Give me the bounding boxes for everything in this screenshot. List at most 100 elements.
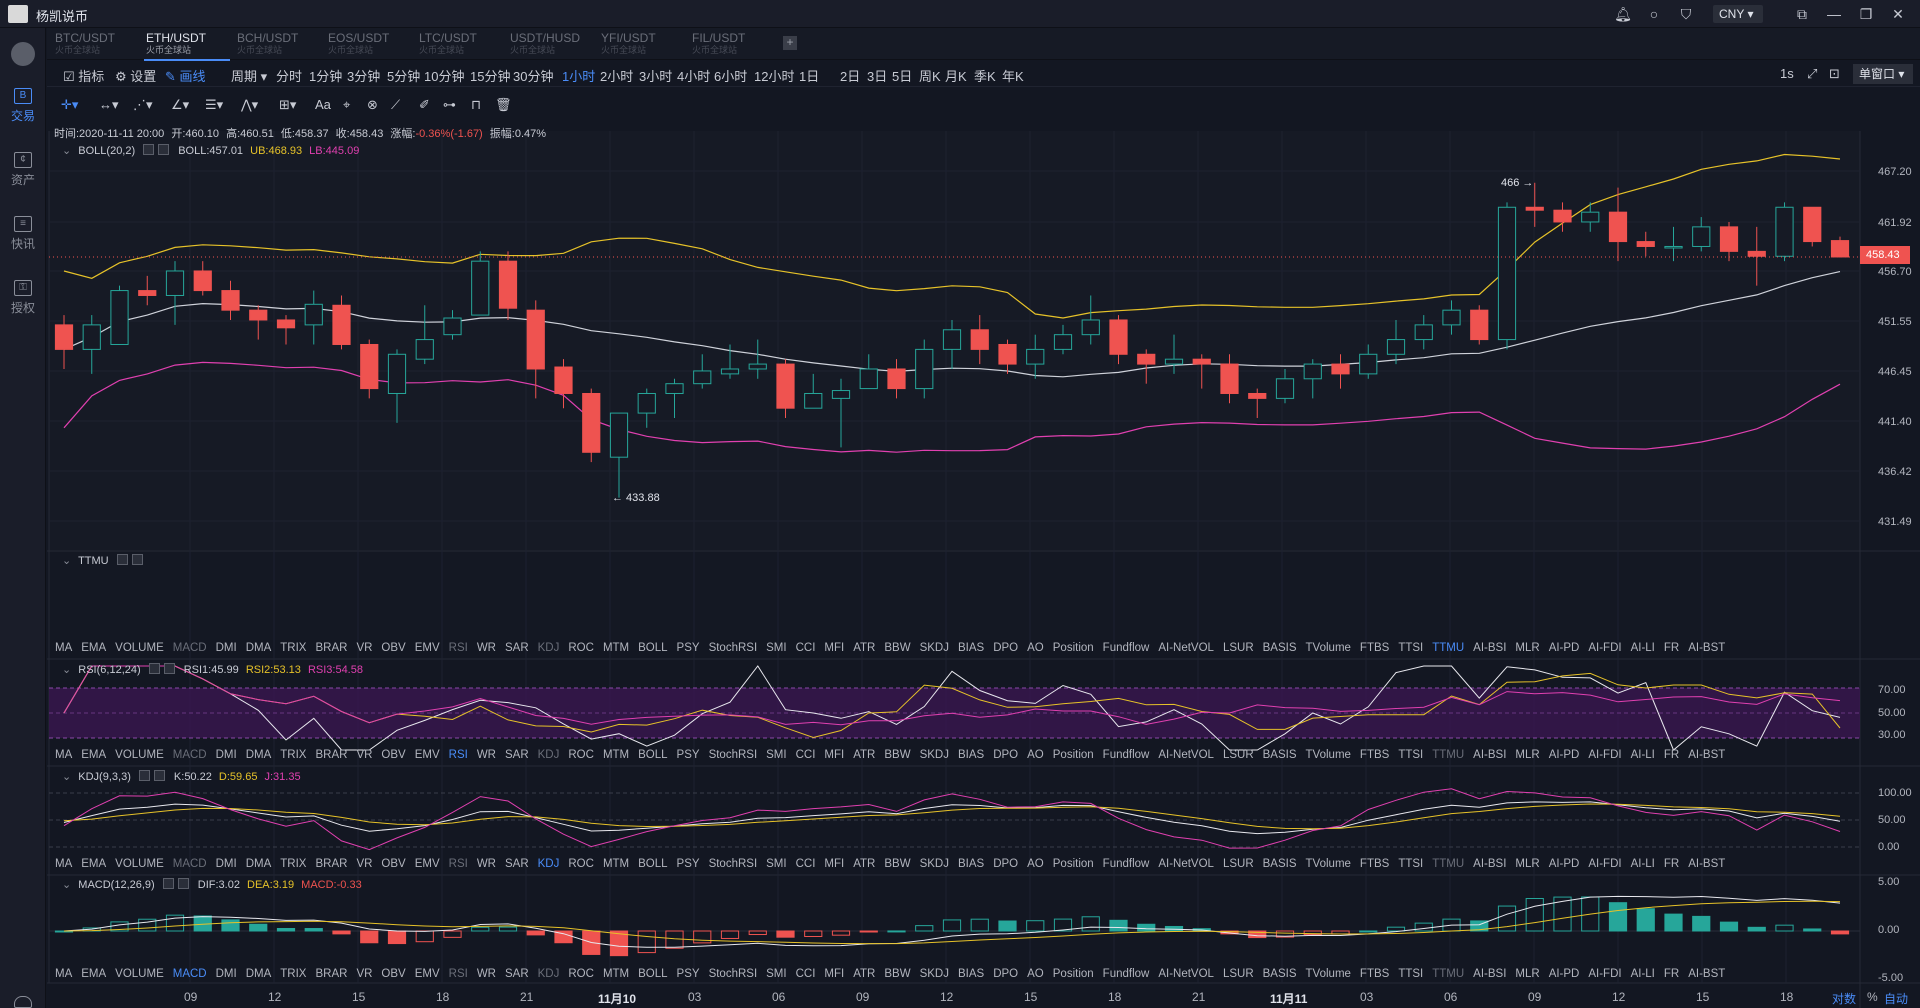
pair-tab[interactable]: ETH/USDT 火币全球站 bbox=[144, 31, 234, 61]
indicator-option[interactable]: AI-NetVOL bbox=[1158, 968, 1214, 980]
period-option[interactable]: 6小时 bbox=[714, 69, 748, 84]
indicator-option[interactable]: ROC bbox=[568, 642, 594, 654]
indicator-option[interactable]: EMA bbox=[81, 968, 107, 980]
period-option[interactable]: 周K bbox=[919, 69, 941, 84]
indicator-option[interactable]: MTM bbox=[602, 968, 630, 980]
lock-icon[interactable]: ⊓ bbox=[471, 97, 482, 112]
fib-icon[interactable]: ☰▾ bbox=[205, 97, 224, 112]
indicator-option[interactable]: OBV bbox=[381, 968, 406, 980]
indicator-option[interactable]: BASIS bbox=[1262, 968, 1297, 980]
pair-tab[interactable]: FIL/USDT 火币全球站 bbox=[692, 31, 780, 59]
indicator-option[interactable]: AO bbox=[1027, 858, 1044, 870]
indicator-option[interactable]: CCI bbox=[795, 858, 816, 870]
collapse-icon[interactable]: ⌄ bbox=[62, 555, 72, 567]
indicator-option[interactable]: TVolume bbox=[1305, 749, 1351, 761]
period-option[interactable]: 4小时 bbox=[677, 69, 711, 84]
indicator-option[interactable]: EMA bbox=[81, 642, 107, 654]
indicator-option[interactable]: BBW bbox=[884, 749, 911, 761]
indicator-option[interactable]: AI-FDI bbox=[1588, 968, 1622, 980]
indicator-option[interactable]: MACD bbox=[172, 858, 207, 870]
period-option[interactable]: 15分钟 bbox=[470, 69, 511, 84]
indicator-option[interactable]: KDJ bbox=[537, 968, 560, 980]
collapse-icon[interactable]: ⌄ bbox=[62, 771, 72, 783]
indicator-option[interactable]: PSY bbox=[676, 642, 700, 654]
indicator-option[interactable]: AI-NetVOL bbox=[1158, 749, 1214, 761]
indicator-option[interactable]: KDJ bbox=[537, 858, 560, 870]
indicator-option[interactable]: AO bbox=[1027, 642, 1044, 654]
indicator-option[interactable]: AI-FDI bbox=[1588, 858, 1622, 870]
indicator-option[interactable]: AI-LI bbox=[1630, 749, 1655, 761]
indicator-option[interactable]: TVolume bbox=[1305, 968, 1351, 980]
indicator-option[interactable]: RSI bbox=[448, 858, 468, 870]
indicator-option[interactable]: VOLUME bbox=[115, 749, 164, 761]
draw-button[interactable]: ✎ 画线 bbox=[165, 69, 206, 84]
period-option[interactable]: 30分钟 bbox=[513, 69, 554, 84]
indicator-button[interactable]: ☑ 指标 bbox=[63, 69, 105, 84]
indicator-option[interactable]: StochRSI bbox=[708, 968, 758, 980]
indicator-option[interactable]: ROC bbox=[568, 858, 594, 870]
period-option[interactable]: 5分钟 bbox=[387, 69, 421, 84]
macd-settings-icon[interactable] bbox=[162, 878, 174, 889]
search-icon[interactable]: ○ bbox=[1649, 6, 1659, 22]
indicator-option[interactable]: ROC bbox=[568, 968, 594, 980]
indicator-option[interactable]: AI-BST bbox=[1688, 749, 1726, 761]
collapse-icon[interactable]: ⌄ bbox=[62, 145, 72, 157]
ttmu-settings-icon[interactable] bbox=[116, 554, 128, 565]
macd-close-icon[interactable] bbox=[177, 878, 189, 889]
trend-line-icon[interactable]: ⋰▾ bbox=[133, 97, 153, 112]
indicator-option[interactable]: DMI bbox=[215, 749, 237, 761]
indicator-option[interactable]: BASIS bbox=[1262, 749, 1297, 761]
period-option[interactable]: 1分钟 bbox=[309, 69, 343, 84]
period-option[interactable]: 1小时 bbox=[562, 69, 596, 84]
indicator-option[interactable]: SKDJ bbox=[919, 858, 949, 870]
minimize-icon[interactable]: — bbox=[1827, 6, 1841, 22]
indicator-option[interactable]: FR bbox=[1663, 968, 1680, 980]
indicator-option[interactable]: BOLL bbox=[638, 749, 668, 761]
indicator-option[interactable]: RSI bbox=[448, 968, 468, 980]
indicator-option[interactable]: TTMU bbox=[1432, 642, 1465, 654]
indicator-option[interactable]: LSUR bbox=[1222, 968, 1254, 980]
wave-icon[interactable]: ⋀▾ bbox=[241, 97, 259, 112]
indicator-option[interactable]: AI-LI bbox=[1630, 858, 1655, 870]
indicator-option[interactable]: ROC bbox=[568, 749, 594, 761]
pair-tab[interactable]: BTC/USDT 火币全球站 bbox=[55, 31, 143, 59]
indicator-option[interactable]: AI-BSI bbox=[1473, 858, 1507, 870]
period-option[interactable]: 12小时 bbox=[754, 69, 795, 84]
indicator-option[interactable]: FTBS bbox=[1359, 858, 1390, 870]
kdj-close-icon[interactable] bbox=[153, 770, 165, 781]
indicator-option[interactable]: AI-LI bbox=[1630, 968, 1655, 980]
profile-avatar[interactable] bbox=[11, 42, 35, 66]
indicator-option[interactable]: KDJ bbox=[537, 749, 560, 761]
indicator-option[interactable]: LSUR bbox=[1222, 858, 1254, 870]
brush-icon[interactable]: ✐ bbox=[419, 97, 430, 112]
indicator-option[interactable]: FTBS bbox=[1359, 968, 1390, 980]
indicator-option[interactable]: StochRSI bbox=[708, 749, 758, 761]
indicator-option[interactable]: DMI bbox=[215, 642, 237, 654]
indicator-option[interactable]: BIAS bbox=[957, 749, 985, 761]
angle-icon[interactable]: ∠▾ bbox=[171, 97, 190, 112]
indicator-option[interactable]: MA bbox=[55, 858, 73, 870]
indicator-option[interactable]: AI-NetVOL bbox=[1158, 858, 1214, 870]
indicator-option[interactable]: FR bbox=[1663, 642, 1680, 654]
nav-item-0[interactable]: B 交易 bbox=[0, 88, 46, 124]
period-option[interactable]: 分时 bbox=[276, 69, 303, 84]
crosshair-icon[interactable]: ✛▾ bbox=[61, 97, 79, 112]
indicator-option[interactable]: TTSI bbox=[1398, 642, 1424, 654]
indicator-option[interactable]: WR bbox=[476, 858, 496, 870]
indicator-option[interactable]: VOLUME bbox=[115, 642, 164, 654]
indicator-option[interactable]: DMA bbox=[245, 858, 272, 870]
indicator-option[interactable]: BASIS bbox=[1262, 642, 1297, 654]
collapse-icon[interactable]: ⌄ bbox=[62, 879, 72, 891]
indicator-option[interactable]: Fundflow bbox=[1102, 749, 1150, 761]
screenshot-icon[interactable]: ⊡ bbox=[1829, 66, 1840, 81]
indicator-option[interactable]: TTSI bbox=[1398, 968, 1424, 980]
indicator-option[interactable]: MA bbox=[55, 749, 73, 761]
indicator-option[interactable]: BRAR bbox=[315, 749, 348, 761]
indicator-option[interactable]: MACD bbox=[172, 749, 207, 761]
indicator-option[interactable]: DMI bbox=[215, 968, 237, 980]
indicator-option[interactable]: BBW bbox=[884, 858, 911, 870]
indicator-option[interactable]: MTM bbox=[602, 858, 630, 870]
indicator-option[interactable]: MLR bbox=[1515, 858, 1540, 870]
log-scale-toggle[interactable]: 对数 bbox=[1832, 992, 1857, 1006]
indicator-option[interactable]: TTMU bbox=[1432, 968, 1465, 980]
